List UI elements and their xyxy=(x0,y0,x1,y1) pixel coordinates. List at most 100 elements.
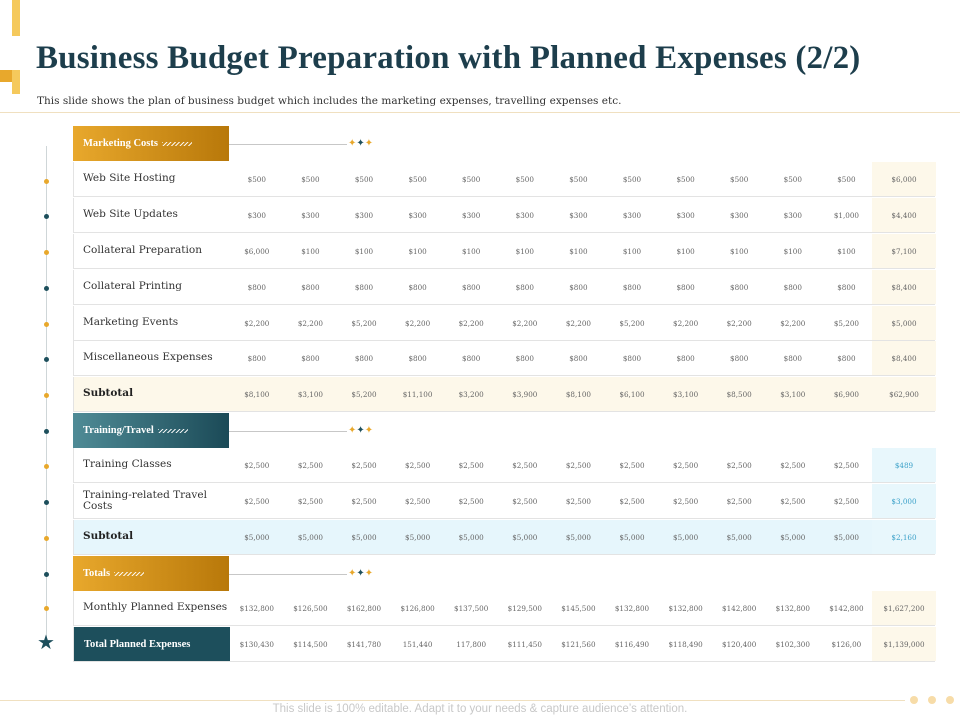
table-cell: $300 xyxy=(676,210,695,220)
table-cell: $300 xyxy=(783,210,802,220)
table-cell: $2,500 xyxy=(405,496,431,506)
table-cell: $2,500 xyxy=(244,496,270,506)
table-cell: $800 xyxy=(783,282,802,292)
table-cell: $300 xyxy=(301,210,320,220)
sparkle-icon: ✦✦✦ xyxy=(348,568,374,579)
table-cell: $11,100 xyxy=(402,389,433,399)
table-cell: $800 xyxy=(301,353,320,363)
table-cell: $500 xyxy=(837,174,856,184)
table-cell: $800 xyxy=(730,353,749,363)
table-cell: 117,800 xyxy=(456,639,487,649)
table-cell: $800 xyxy=(247,353,266,363)
section-training-label: Training/Travel xyxy=(83,425,154,436)
row-label: Collateral Preparation xyxy=(83,244,202,257)
table-row: Marketing Events $2,200 $2,200 $5,200 $2,200… xyxy=(73,306,936,341)
table-cell: $5,000 xyxy=(244,532,270,542)
section-training-travel: Training/Travel xyxy=(73,413,229,448)
timeline-dot xyxy=(44,286,49,291)
table-row: Training-related Travel Costs $2,500 $2,50… xyxy=(73,484,936,519)
table-cell: $2,200 xyxy=(458,318,484,328)
table-row: Collateral Preparation $6,000 $100 $100 $100… xyxy=(73,234,936,269)
table-cell: $500 xyxy=(301,174,320,184)
section-totals-label: Totals xyxy=(83,568,111,579)
table-cell: $500 xyxy=(354,174,374,184)
table-cell: $5,000 xyxy=(512,532,538,542)
table-cell: $2,500 xyxy=(565,460,591,470)
table-cell: $100 xyxy=(301,246,320,256)
sparkle-icon: ✦✦✦ xyxy=(348,138,374,149)
timeline-dot xyxy=(44,357,49,362)
timeline-dot xyxy=(44,500,49,505)
footer-dot xyxy=(946,696,954,704)
table-cell: $800 xyxy=(730,282,749,292)
table-cell: $132,800 xyxy=(239,603,274,613)
timeline-dot xyxy=(44,572,49,577)
row-label: Training Classes xyxy=(83,458,172,471)
table-cell: $800 xyxy=(622,282,642,292)
table-cell: $2,500 xyxy=(833,496,859,506)
table-cell: $500 xyxy=(247,174,266,184)
table-cell: $5,000 xyxy=(619,532,645,542)
table-cell: $5,000 xyxy=(405,532,431,542)
section-connector xyxy=(229,144,347,145)
table-cell: $5,000 xyxy=(565,532,591,542)
table-cell: $118,490 xyxy=(668,639,703,649)
section-connector xyxy=(229,574,347,575)
timeline-dot xyxy=(44,322,49,327)
table-cell: $100 xyxy=(837,246,856,256)
row-label: Subtotal xyxy=(83,530,134,543)
table-cell: $300 xyxy=(462,210,481,220)
table-cell: $2,200 xyxy=(512,318,538,328)
table-cell: $800 xyxy=(354,353,374,363)
table-row: Total Planned Expenses $130,430 $114,500 $1… xyxy=(73,627,936,662)
table-cell: $5,200 xyxy=(351,318,377,328)
row-total-cell: $8,400 xyxy=(872,341,936,375)
row-label: Collateral Printing xyxy=(83,280,183,293)
table-cell: $300 xyxy=(247,210,266,220)
table-cell: $2,200 xyxy=(405,318,431,328)
table-cell: $6,100 xyxy=(619,389,645,399)
table-cell: $5,200 xyxy=(833,318,859,328)
table-row: Subtotal $5,000 $5,000 $5,000 $5,000 $5,000 $5… xyxy=(73,520,936,555)
table-cell: $129,500 xyxy=(507,603,542,613)
table-cell: $800 xyxy=(676,282,695,292)
table-cell: $5,000 xyxy=(351,532,377,542)
timeline-dot xyxy=(44,429,49,434)
table-cell: $800 xyxy=(408,353,427,363)
table-cell: $3,100 xyxy=(673,389,699,399)
table-cell: $130,430 xyxy=(239,639,274,649)
row-total-cell: $5,000 xyxy=(872,306,936,340)
row-total-cell: $489 xyxy=(872,448,936,482)
table-cell: $126,00 xyxy=(831,639,862,649)
sparkle-icon: ✦✦✦ xyxy=(348,425,374,436)
timeline-dot xyxy=(44,214,49,219)
table-cell: $800 xyxy=(462,353,481,363)
divider-bottom xyxy=(0,700,905,701)
table-cell: $3,100 xyxy=(297,389,323,399)
table-cell: $300 xyxy=(354,210,374,220)
table-cell: $121,560 xyxy=(561,639,596,649)
table-cell: $2,500 xyxy=(297,460,323,470)
accent-bar-top xyxy=(12,0,20,36)
hatch-decoration xyxy=(161,141,192,146)
table-cell: $145,500 xyxy=(561,603,596,613)
table-cell: $8,100 xyxy=(565,389,591,399)
table-cell: $2,500 xyxy=(726,496,752,506)
table-cell: $132,800 xyxy=(668,603,703,613)
row-total-cell: $1,627,200 xyxy=(872,591,936,625)
table-cell: $300 xyxy=(515,210,534,220)
section-marketing-label: Marketing Costs xyxy=(83,138,158,149)
table-cell: $800 xyxy=(408,282,427,292)
table-cell: $137,500 xyxy=(454,603,489,613)
table-cell: $500 xyxy=(462,174,481,184)
row-total-cell: $4,400 xyxy=(872,198,936,232)
table-cell: $2,200 xyxy=(244,318,270,328)
table-cell: $6,000 xyxy=(244,246,270,256)
table-cell: $500 xyxy=(515,174,534,184)
table-cell: $2,500 xyxy=(619,496,645,506)
table-cell: $100 xyxy=(730,246,749,256)
table-cell: $2,500 xyxy=(780,460,806,470)
accent-bar-low xyxy=(12,70,20,94)
table-cell: $2,200 xyxy=(726,318,752,328)
table-cell: $300 xyxy=(408,210,427,220)
